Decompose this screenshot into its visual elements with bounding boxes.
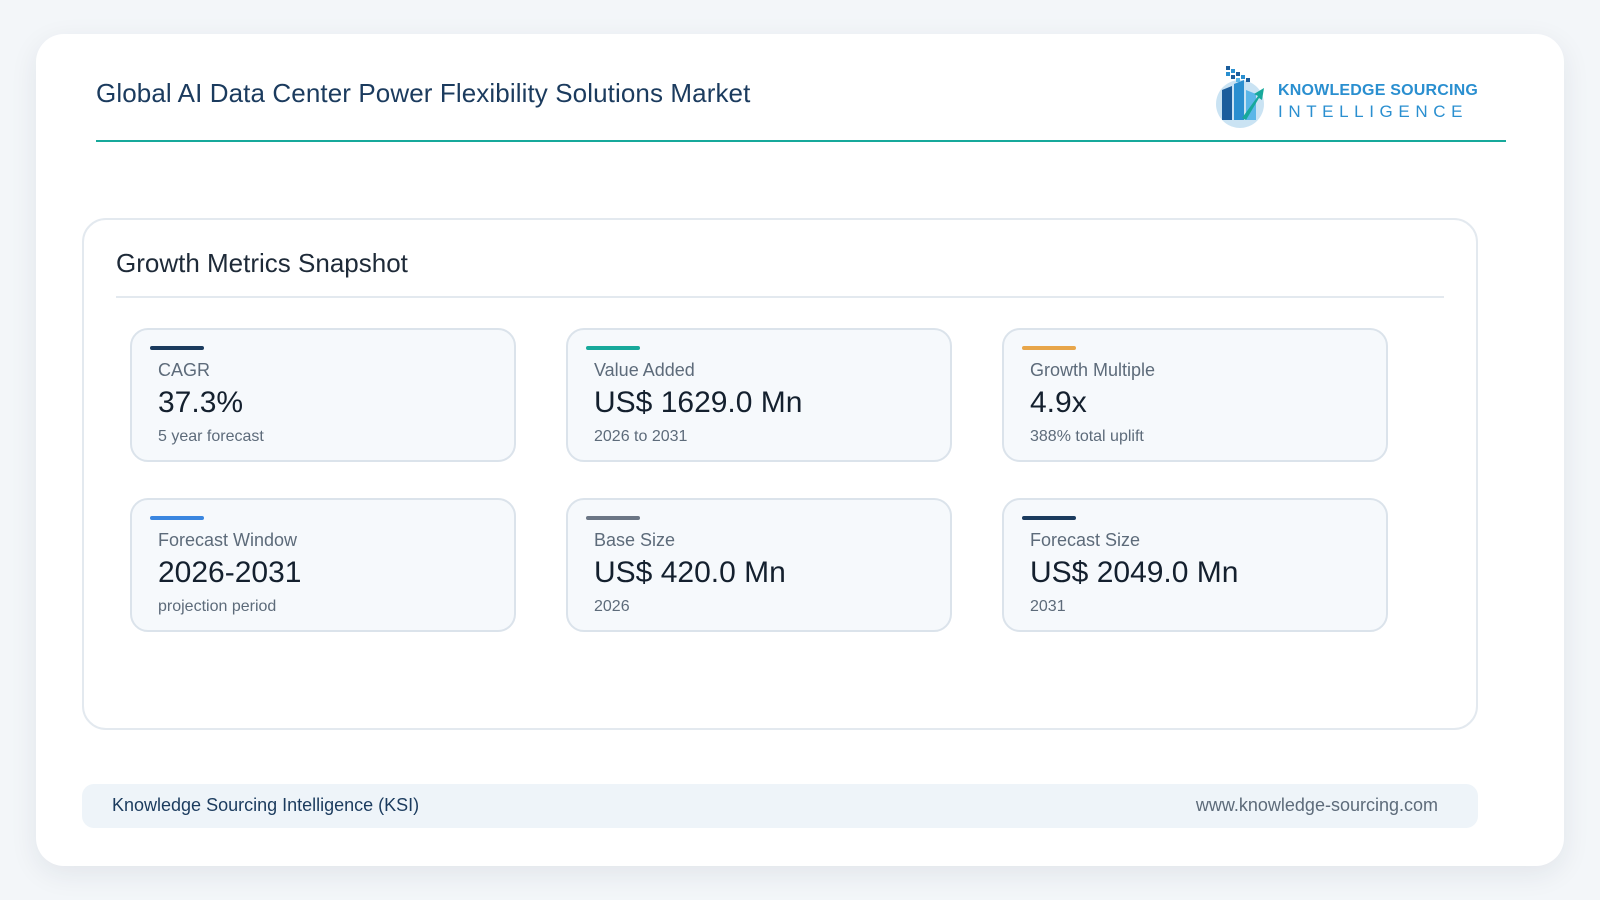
- metric-value: US$ 2049.0 Mn: [1030, 556, 1239, 589]
- metric-card-base-size: Base Size US$ 420.0 Mn 2026: [566, 498, 952, 632]
- metric-card-forecast-window: Forecast Window 2026-2031 projection per…: [130, 498, 516, 632]
- metric-subtext: 2026 to 2031: [594, 428, 688, 445]
- footer-company-name: Knowledge Sourcing Intelligence (KSI): [112, 795, 420, 815]
- logo-text-line1: KNOWLEDGE SOURCING: [1278, 82, 1479, 99]
- metric-card-growth-multiple: Growth Multiple 4.9x 388% total uplift: [1002, 328, 1388, 462]
- report-card: Global AI Data Center Power Flexibility …: [36, 34, 1564, 866]
- panel-divider: [116, 296, 1444, 298]
- metric-card-cagr: CAGR 37.3% 5 year forecast: [130, 328, 516, 462]
- metric-subtext: projection period: [158, 598, 277, 615]
- metric-label: Value Added: [594, 360, 695, 380]
- panel-title: Growth Metrics Snapshot: [116, 248, 408, 278]
- metric-value: 37.3%: [158, 386, 244, 419]
- metric-value: US$ 420.0 Mn: [594, 556, 786, 589]
- header-divider: [96, 140, 1506, 142]
- growth-metrics-panel: Growth Metrics Snapshot CAGR 37.3% 5 yea…: [82, 218, 1478, 730]
- metric-accent-bar: [150, 346, 204, 350]
- metric-card-value-added: Value Added US$ 1629.0 Mn 2026 to 2031: [566, 328, 952, 462]
- page-title: Global AI Data Center Power Flexibility …: [96, 78, 751, 108]
- metric-accent-bar: [586, 516, 640, 520]
- metric-card-forecast-size: Forecast Size US$ 2049.0 Mn 2031: [1002, 498, 1388, 632]
- metric-value: 2026-2031: [158, 556, 302, 589]
- metric-subtext: 2026: [594, 598, 630, 615]
- footer-website-link[interactable]: www.knowledge-sourcing.com: [1195, 795, 1438, 815]
- metric-accent-bar: [586, 346, 640, 350]
- footer-bar: Knowledge Sourcing Intelligence (KSI) ww…: [82, 784, 1478, 828]
- metric-accent-bar: [1022, 516, 1076, 520]
- metric-label: Base Size: [594, 530, 676, 550]
- metric-subtext: 2031: [1030, 598, 1066, 615]
- metric-accent-bar: [1022, 346, 1076, 350]
- metric-label: Forecast Window: [158, 530, 298, 550]
- metric-accent-bar: [150, 516, 204, 520]
- metric-value: 4.9x: [1030, 386, 1087, 419]
- metric-label: Forecast Size: [1030, 530, 1141, 550]
- metric-label: Growth Multiple: [1030, 360, 1156, 380]
- metric-subtext: 5 year forecast: [158, 428, 264, 445]
- metric-label: CAGR: [158, 360, 211, 380]
- ksi-logo: KNOWLEDGE SOURCING INTELLIGENCE: [1212, 60, 1502, 130]
- metric-value: US$ 1629.0 Mn: [594, 386, 803, 419]
- ksi-logo-icon: [1216, 66, 1264, 128]
- metric-subtext: 388% total uplift: [1030, 428, 1144, 445]
- logo-text-line2: INTELLIGENCE: [1278, 102, 1469, 121]
